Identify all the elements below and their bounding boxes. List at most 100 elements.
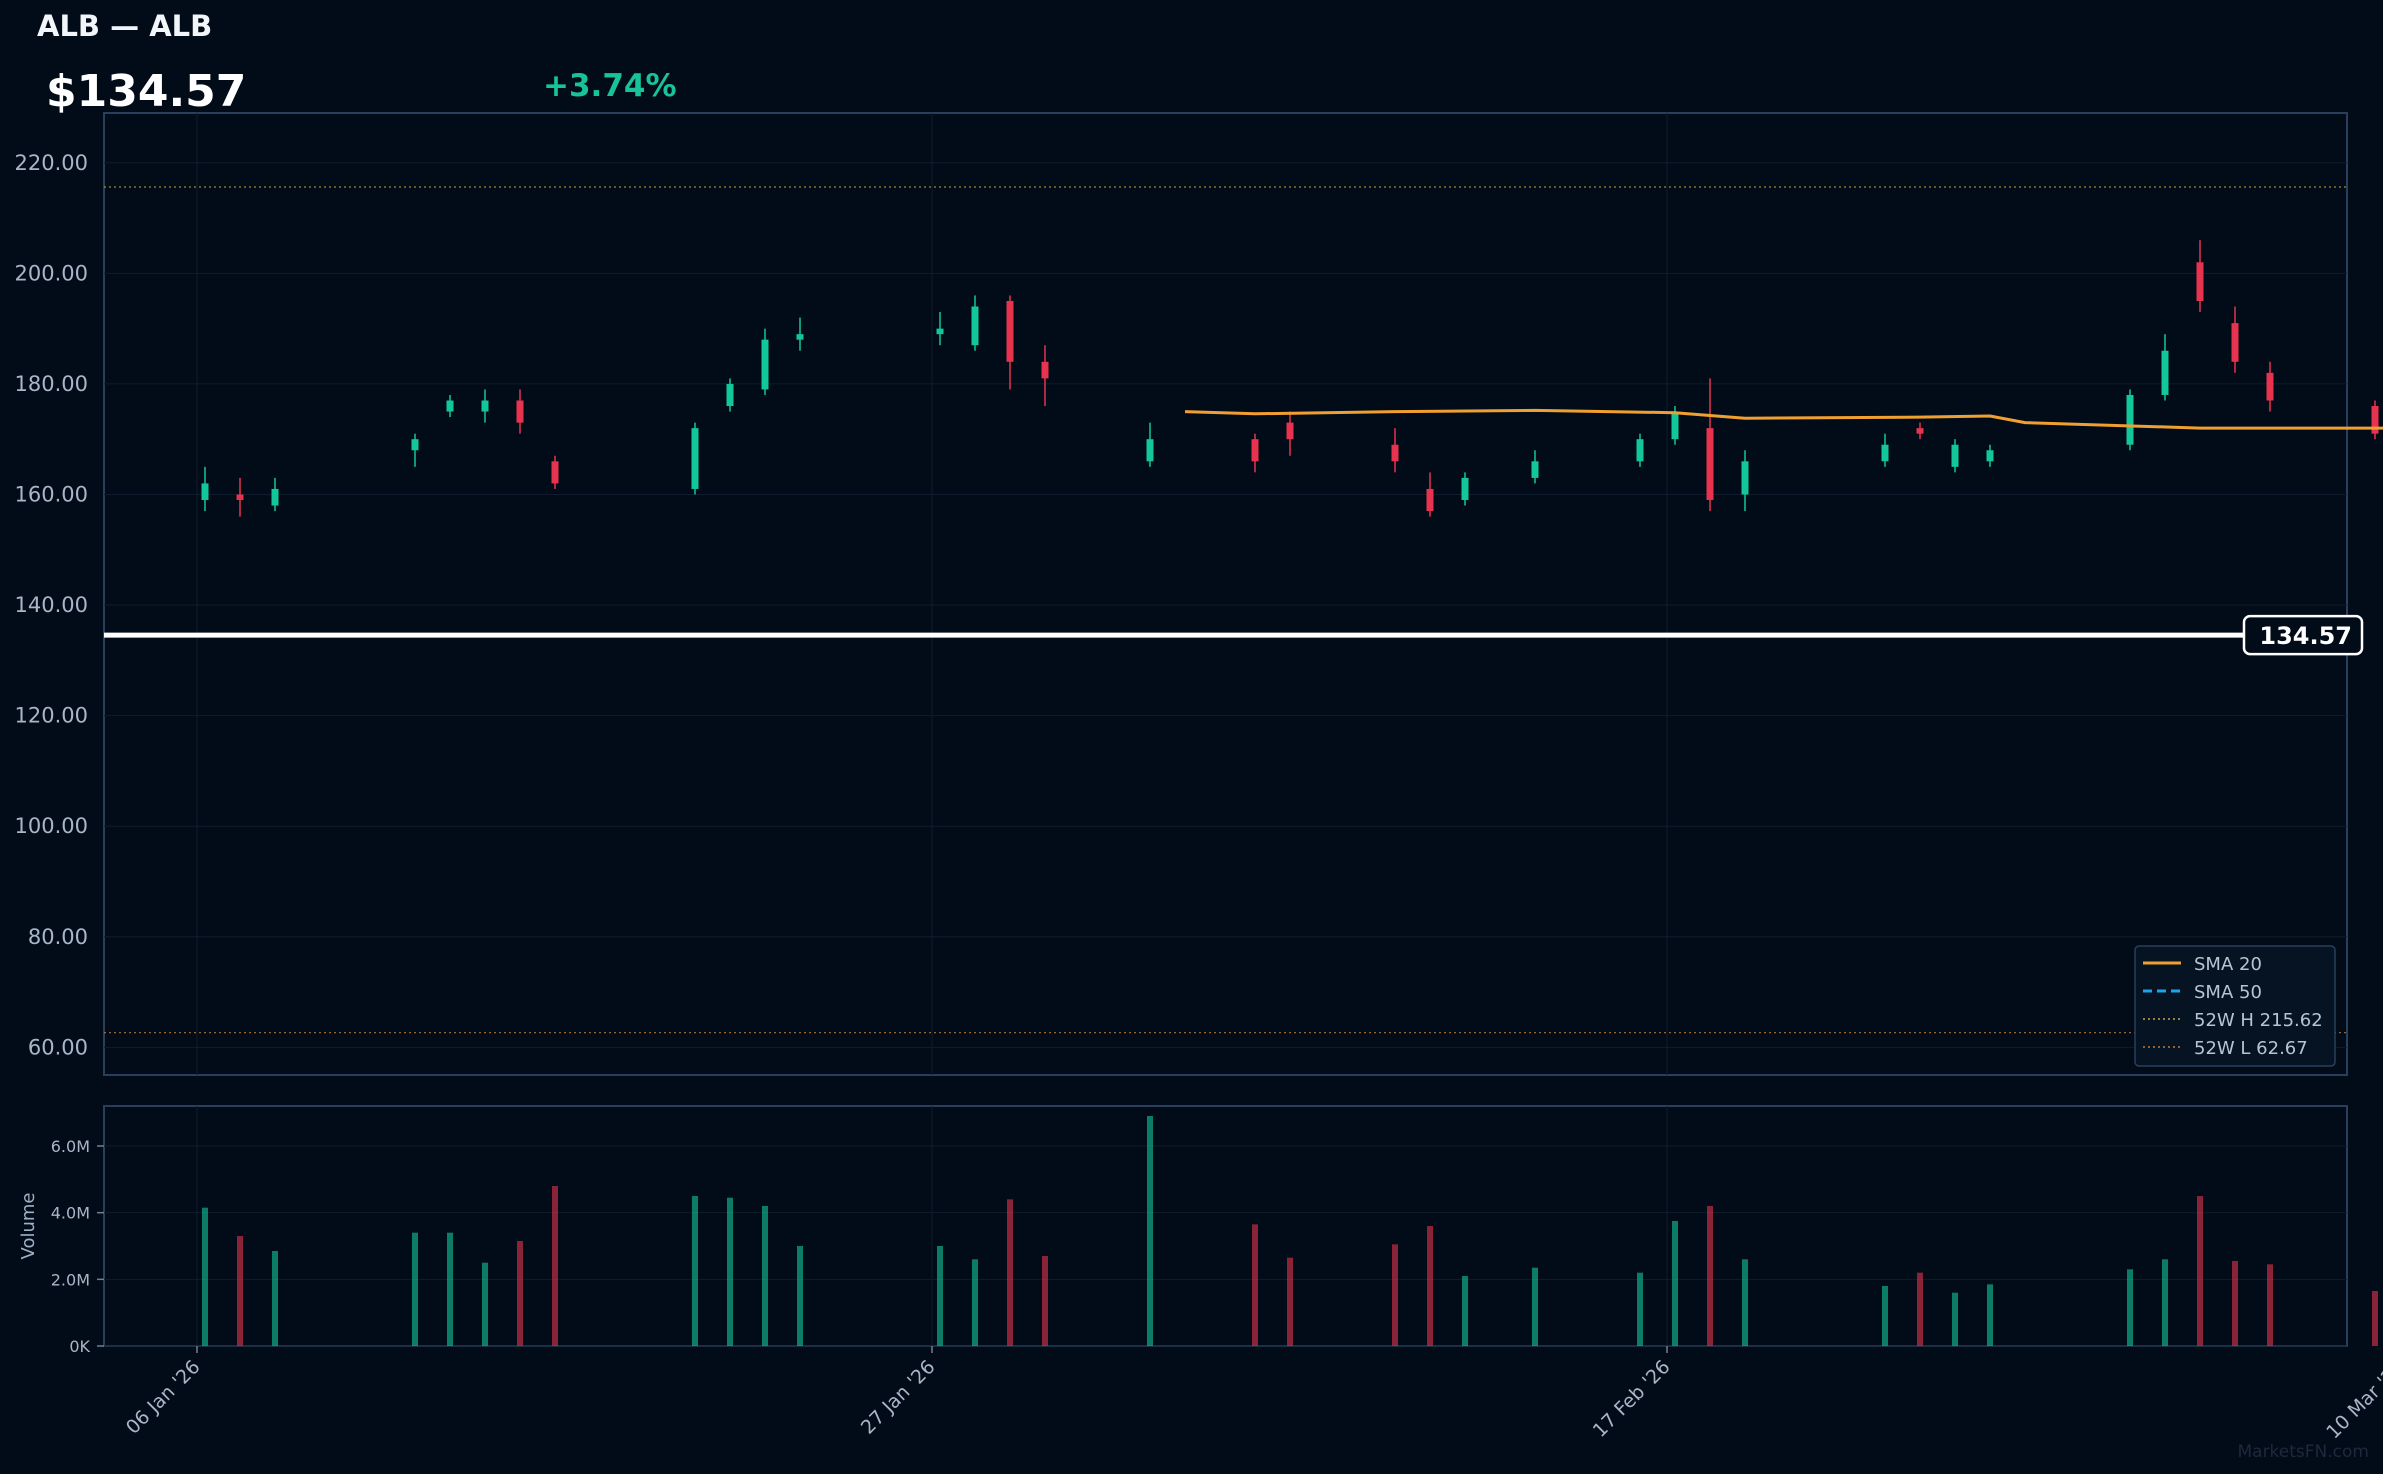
current-price: $134.57 [46, 66, 247, 117]
volume-bar [2232, 1261, 2238, 1346]
volume-bar [727, 1197, 733, 1346]
sma20-line [1184, 408, 2383, 430]
candle-body [2196, 262, 2204, 301]
candlesticks [201, 240, 2379, 517]
candle-body [1146, 439, 1154, 462]
legend-52w-low: 52W L 62.67 [2194, 1038, 2308, 1059]
candle-body [1986, 450, 1994, 462]
x-tick-label: 17 Feb '26 [1589, 1356, 1675, 1442]
price-tick-label: 100.00 [15, 814, 88, 838]
candle-body [761, 339, 769, 390]
volume-bar [2162, 1259, 2168, 1346]
candle-body [1706, 428, 1714, 501]
candle-body [1531, 461, 1539, 478]
price-change-percent: +3.74% [543, 68, 677, 104]
volume-bar [517, 1241, 523, 1346]
volume-bar [1987, 1284, 1993, 1346]
x-axis: 06 Jan '26 27 Jan '26 17 Feb '26 10 Mar '26… [122, 1346, 2383, 1443]
volume-axis-label: Volume [18, 1193, 39, 1260]
volume-bar [1252, 1224, 1258, 1346]
candle-body [1461, 477, 1469, 501]
volume-bar [1707, 1206, 1713, 1346]
x-tick-label: 10 Mar '26 [2322, 1356, 2383, 1443]
volume-bar [2127, 1269, 2133, 1346]
legend-sma20: SMA 20 [2194, 954, 2262, 975]
volume-bar [1532, 1267, 1538, 1346]
candle-body [1881, 444, 1889, 462]
price-grid [104, 113, 2347, 1075]
moving-averages [1184, 408, 2383, 430]
candle-body [1041, 361, 1049, 379]
last-price-badge [2242, 614, 2364, 656]
legend: SMA 20 SMA 50 52W H 215.62 52W L 62.67 [2134, 945, 2336, 1067]
chart-title: ALB — ALB [37, 9, 213, 43]
volume-bar [762, 1206, 768, 1346]
volume-bar [692, 1196, 698, 1346]
candle-body [1286, 422, 1294, 440]
candle-body [411, 439, 419, 451]
volume-bar [1882, 1286, 1888, 1346]
volume-bar [972, 1259, 978, 1346]
last-price-marker: 134.57 [104, 614, 2364, 656]
legend-sma50: SMA 50 [2194, 982, 2262, 1003]
watermark: MarketsFN.com [2237, 1442, 2369, 1462]
candle-body [551, 461, 559, 484]
volume-bar [1287, 1257, 1293, 1346]
volume-bar [1672, 1221, 1678, 1346]
candle-body [796, 334, 804, 340]
candle-body [1251, 439, 1259, 462]
volume-bar [272, 1251, 278, 1346]
volume-bar [447, 1232, 453, 1346]
candle-body [1006, 300, 1014, 362]
volume-bar [1392, 1244, 1398, 1346]
candle-body [1916, 428, 1924, 434]
candle-body [201, 483, 209, 501]
volume-bar [1427, 1226, 1433, 1346]
candle-body [2231, 323, 2239, 362]
price-y-axis: 60.00 80.00 100.00 120.00 140.00 160.00 180.00… [15, 151, 88, 1060]
volume-bar [1917, 1272, 1923, 1346]
candle-body [936, 328, 944, 335]
candle-body [1951, 444, 1959, 467]
price-tick-label: 80.00 [28, 925, 88, 949]
x-tick-label: 27 Jan '26 [857, 1356, 940, 1439]
volume-bar [1637, 1272, 1643, 1346]
volume-bar [482, 1262, 488, 1346]
volume-bar [552, 1186, 558, 1346]
volume-tick-label: 2.0M [51, 1270, 90, 1289]
candle-body [446, 400, 454, 412]
price-panel-frame [103, 112, 2348, 1076]
volume-tick-label: 0K [69, 1337, 90, 1356]
candle-body [1741, 461, 1749, 495]
candle-body [971, 306, 979, 346]
last-price-label: 134.57 [2259, 622, 2352, 650]
volume-bar [2372, 1291, 2378, 1346]
candle-body [2161, 350, 2169, 395]
volume-tick-label: 4.0M [51, 1204, 90, 1223]
candle-body [2266, 372, 2274, 401]
price-tick-label: 160.00 [15, 482, 88, 506]
price-tick-label: 200.00 [15, 261, 88, 285]
candle-body [271, 488, 279, 506]
candle-body [691, 428, 699, 489]
candle-body [1636, 439, 1644, 462]
price-tick-label: 120.00 [15, 704, 88, 728]
volume-bar [1462, 1276, 1468, 1346]
volume-bar [1042, 1256, 1048, 1346]
candle-body [516, 400, 524, 423]
candle-body [2126, 394, 2134, 445]
reference-lines [104, 186, 2347, 1034]
volume-bar [1007, 1199, 1013, 1346]
volume-tick-label: 6.0M [51, 1137, 90, 1156]
volume-bar [412, 1232, 418, 1346]
volume-y-axis: 0K 2.0M 4.0M 6.0M [51, 1137, 104, 1356]
volume-bar [1742, 1259, 1748, 1346]
candle-body [236, 494, 244, 501]
volume-grid [104, 1106, 2347, 1347]
volume-bar [1147, 1116, 1153, 1346]
legend-52w-high: 52W H 215.62 [2194, 1010, 2323, 1031]
volume-bar [797, 1246, 803, 1346]
price-tick-label: 140.00 [15, 593, 88, 617]
volume-bar [1952, 1292, 1958, 1346]
